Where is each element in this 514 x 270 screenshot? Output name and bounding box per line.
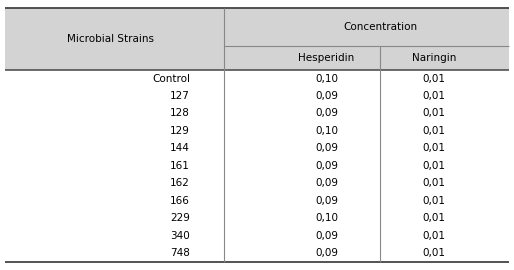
Text: 0,09: 0,09 xyxy=(315,196,338,206)
Text: 166: 166 xyxy=(170,196,190,206)
Text: 0,10: 0,10 xyxy=(315,213,338,223)
Text: 340: 340 xyxy=(171,231,190,241)
Text: 0,09: 0,09 xyxy=(315,178,338,188)
Text: 0,01: 0,01 xyxy=(423,143,446,153)
Text: 129: 129 xyxy=(170,126,190,136)
Text: 144: 144 xyxy=(170,143,190,153)
Text: 127: 127 xyxy=(170,91,190,101)
Text: Microbial Strains: Microbial Strains xyxy=(67,34,154,44)
Text: Concentration: Concentration xyxy=(343,22,417,32)
Text: 0,09: 0,09 xyxy=(315,91,338,101)
Text: 0,01: 0,01 xyxy=(423,109,446,119)
Text: 0,09: 0,09 xyxy=(315,248,338,258)
Text: Control: Control xyxy=(152,73,190,83)
Text: 0,01: 0,01 xyxy=(423,213,446,223)
Text: 161: 161 xyxy=(170,161,190,171)
Text: 748: 748 xyxy=(170,248,190,258)
Text: 0,01: 0,01 xyxy=(423,248,446,258)
Text: 229: 229 xyxy=(170,213,190,223)
Text: 0,01: 0,01 xyxy=(423,126,446,136)
Text: 0,01: 0,01 xyxy=(423,161,446,171)
Text: 0,10: 0,10 xyxy=(315,73,338,83)
Bar xyxy=(5,8,509,70)
Text: 0,01: 0,01 xyxy=(423,196,446,206)
Text: Naringin: Naringin xyxy=(412,53,456,63)
Text: 0,09: 0,09 xyxy=(315,161,338,171)
Text: 0,09: 0,09 xyxy=(315,109,338,119)
Text: 0,09: 0,09 xyxy=(315,231,338,241)
Text: Hesperidin: Hesperidin xyxy=(298,53,355,63)
Text: 0,01: 0,01 xyxy=(423,91,446,101)
Text: 0,09: 0,09 xyxy=(315,143,338,153)
Text: 0,01: 0,01 xyxy=(423,231,446,241)
Text: 162: 162 xyxy=(170,178,190,188)
Text: 0,01: 0,01 xyxy=(423,178,446,188)
Text: 0,10: 0,10 xyxy=(315,126,338,136)
Text: 128: 128 xyxy=(170,109,190,119)
Text: 0,01: 0,01 xyxy=(423,73,446,83)
